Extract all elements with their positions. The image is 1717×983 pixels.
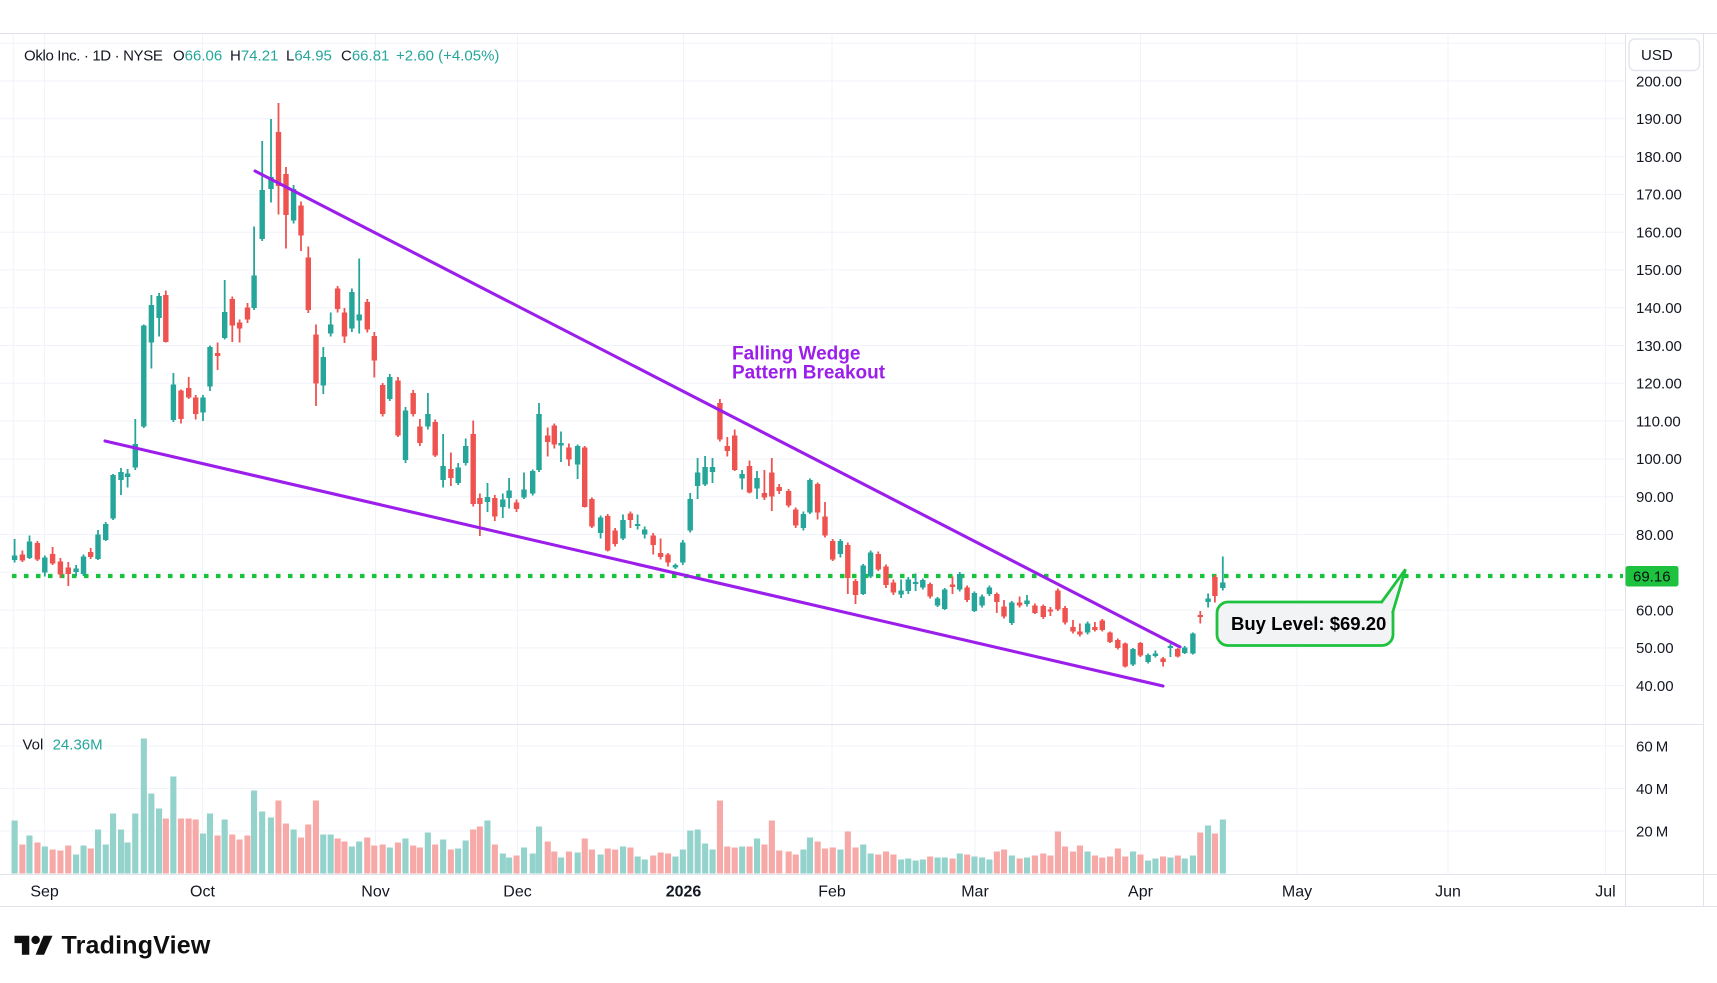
svg-text:Pattern Breakout: Pattern Breakout (732, 363, 886, 384)
svg-text:200.00: 200.00 (1636, 73, 1682, 90)
svg-text:170.00: 170.00 (1636, 187, 1682, 204)
svg-text:C66.81: C66.81 (341, 48, 389, 65)
svg-text:Jun: Jun (1435, 884, 1461, 901)
svg-text:90.00: 90.00 (1636, 489, 1674, 506)
svg-text:+2.60 (+4.05%): +2.60 (+4.05%) (396, 48, 499, 65)
svg-text:Falling Wedge: Falling Wedge (732, 344, 860, 365)
svg-text:60 M: 60 M (1636, 738, 1668, 755)
svg-text:100.00: 100.00 (1636, 451, 1682, 468)
svg-text:110.00: 110.00 (1636, 413, 1681, 430)
svg-text:24.36M: 24.36M (53, 737, 103, 754)
svg-text:Nov: Nov (361, 884, 389, 901)
svg-text:40.00: 40.00 (1636, 678, 1674, 695)
svg-text:O66.06: O66.06 (173, 48, 222, 65)
svg-text:130.00: 130.00 (1636, 338, 1682, 355)
svg-text:Dec: Dec (503, 884, 531, 901)
svg-text:140.00: 140.00 (1636, 300, 1682, 317)
svg-text:TradingView: TradingView (62, 932, 211, 960)
svg-text:150.00: 150.00 (1636, 262, 1682, 279)
svg-text:40 M: 40 M (1636, 781, 1668, 798)
svg-text:20 M: 20 M (1636, 823, 1668, 840)
svg-text:Apr: Apr (1128, 884, 1154, 901)
svg-text:120.00: 120.00 (1636, 376, 1682, 393)
svg-text:69.16: 69.16 (1633, 569, 1671, 586)
svg-text:May: May (1282, 884, 1312, 901)
svg-text:Buy Level: $69.20: Buy Level: $69.20 (1231, 613, 1386, 634)
svg-text:60.00: 60.00 (1636, 602, 1674, 619)
svg-text:2026: 2026 (666, 884, 702, 901)
svg-text:USD: USD (1641, 47, 1673, 64)
svg-text:50.00: 50.00 (1636, 640, 1674, 657)
svg-text:180.00: 180.00 (1636, 149, 1682, 166)
svg-text:160.00: 160.00 (1636, 225, 1682, 242)
svg-text:Mar: Mar (961, 884, 989, 901)
svg-text:L64.95: L64.95 (286, 48, 332, 65)
svg-text:Oct: Oct (190, 884, 215, 901)
svg-text:Jul: Jul (1595, 884, 1615, 901)
svg-text:Vol: Vol (23, 737, 44, 754)
svg-text:190.00: 190.00 (1636, 111, 1682, 128)
svg-text:Feb: Feb (818, 884, 846, 901)
svg-text:Oklo Inc. · 1D · NYSE: Oklo Inc. · 1D · NYSE (24, 48, 163, 65)
svg-text:80.00: 80.00 (1636, 527, 1674, 544)
svg-text:Sep: Sep (30, 884, 59, 901)
svg-text:H74.21: H74.21 (230, 48, 278, 65)
